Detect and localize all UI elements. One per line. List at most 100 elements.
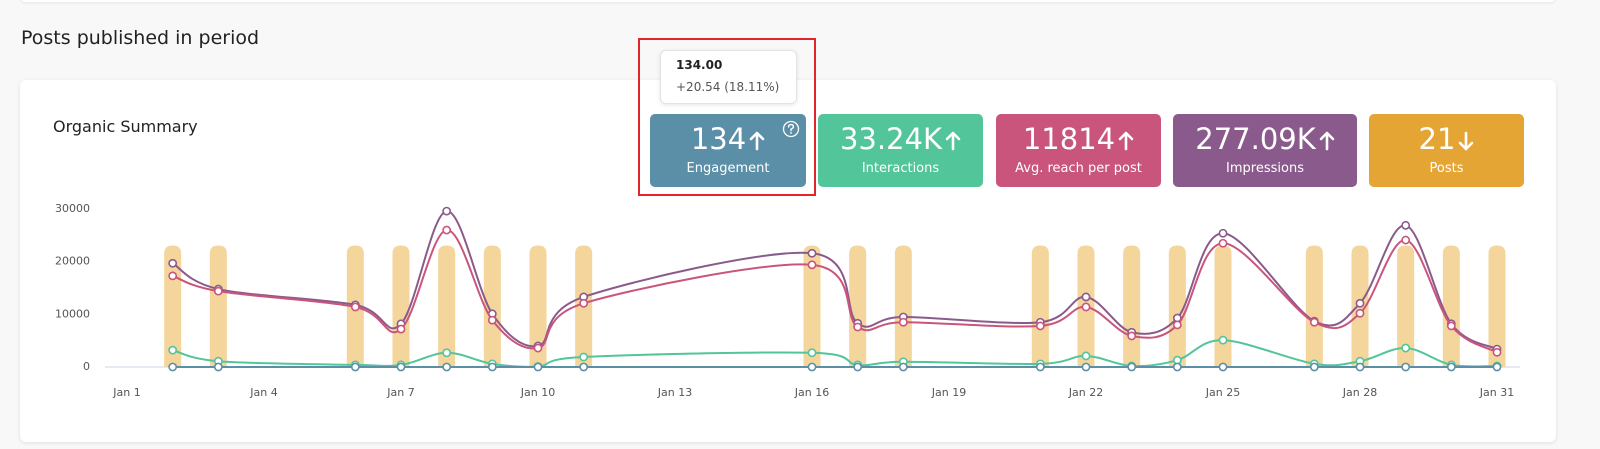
post-bar [1305, 245, 1323, 367]
arrow-shape [945, 131, 961, 151]
point-marker [1355, 308, 1365, 318]
x-tick-label: Jan 22 [1068, 386, 1103, 399]
kpi-label: Impressions [1226, 161, 1304, 176]
point-marker [1218, 362, 1228, 372]
point-marker [1401, 235, 1411, 245]
point-marker [168, 271, 178, 281]
post-bar [803, 245, 821, 367]
point-marker [1127, 331, 1137, 341]
point-marker [350, 302, 360, 312]
point-marker [807, 248, 817, 258]
trend-arrow [1459, 131, 1474, 151]
point-marker [396, 324, 406, 334]
post-bar [483, 245, 501, 367]
post-bar [1123, 245, 1141, 367]
post-bar [894, 245, 912, 367]
point-marker [1355, 362, 1365, 372]
point-marker [1309, 362, 1319, 372]
point-marker [807, 348, 817, 358]
point-marker [1401, 343, 1411, 353]
kpi-card: 33.24K Interactions [818, 114, 983, 187]
x-tick-label: Jan 31 [1479, 386, 1514, 399]
x-tick-label: Jan 16 [794, 386, 829, 399]
tooltip-change: +20.54 (18.11%) [676, 80, 780, 94]
point-marker [1172, 320, 1182, 330]
x-tick-label: Jan 10 [520, 386, 555, 399]
post-bar [392, 245, 410, 367]
point-marker [1081, 302, 1091, 312]
kpi-value: 33.24K [839, 122, 943, 156]
help-circle [782, 120, 800, 138]
kpi-value: 277.09K [1195, 122, 1316, 156]
trend-arrow [945, 131, 961, 151]
point-marker [579, 352, 589, 362]
point-marker [1309, 317, 1319, 327]
highlight-box [638, 38, 816, 196]
tooltip-value: 134.00 [676, 58, 723, 72]
y-tick-label: 30000 [55, 202, 90, 215]
point-marker [442, 362, 452, 372]
tooltip: 134.00 +20.54 (18.11%) [660, 50, 797, 104]
post-bar [1488, 245, 1506, 367]
kpi-label: Engagement [686, 161, 770, 176]
point-marker [853, 322, 863, 332]
trend-arrow [1118, 131, 1134, 151]
point-marker [1218, 238, 1228, 248]
post-bar [849, 245, 867, 367]
top-card [20, 0, 1556, 2]
point-marker [1492, 362, 1502, 372]
kpi-value: 11814 [1022, 122, 1116, 156]
post-bar [529, 245, 547, 367]
x-tick-label: Jan 7 [386, 386, 414, 399]
point-marker [1081, 351, 1091, 361]
series-line [172, 339, 1498, 368]
kpi-card: 21 Posts [1369, 114, 1524, 187]
point-marker [1446, 321, 1456, 331]
point-marker [1081, 362, 1091, 372]
post-bar [1168, 245, 1186, 367]
series-line [172, 229, 1498, 354]
kpi-value-row: 134 [650, 121, 806, 157]
arrow-shape [749, 131, 765, 151]
kpi-value-row: 21 [1369, 121, 1524, 157]
point-marker [1218, 335, 1228, 345]
point-marker [487, 362, 497, 372]
help-icon[interactable] [782, 120, 800, 138]
series-line [172, 210, 1498, 351]
point-marker [1035, 362, 1045, 372]
kpi-value-row: 277.09K [1173, 121, 1357, 157]
point-marker [1492, 347, 1502, 357]
arrow-shape [1319, 131, 1335, 151]
kpi-value: 134 [690, 122, 747, 156]
kpi-label: Posts [1429, 161, 1464, 176]
kpi-label: Interactions [861, 161, 940, 176]
x-tick-label: Jan 19 [931, 386, 966, 399]
kpi-label: Avg. reach per post [1015, 161, 1142, 176]
point-marker [533, 343, 543, 353]
point-marker [487, 315, 497, 325]
point-marker [442, 225, 452, 235]
card-title: Organic Summary [53, 117, 198, 136]
point-marker [1401, 362, 1411, 372]
kpi-card: 11814 Avg. reach per post [996, 114, 1161, 187]
point-marker [1035, 321, 1045, 331]
point-marker [579, 298, 589, 308]
y-tick-label: 0 [83, 360, 90, 373]
post-bar [209, 245, 227, 367]
kpi-card: 277.09K Impressions [1173, 114, 1357, 187]
point-marker [442, 206, 452, 216]
point-marker [168, 258, 178, 268]
post-bar [1031, 245, 1049, 367]
trend-arrow [1319, 131, 1335, 151]
point-marker [898, 362, 908, 372]
section-title: Posts published in period [21, 27, 260, 49]
kpi-value-row: 11814 [996, 121, 1161, 157]
x-tick-label: Jan 28 [1342, 386, 1377, 399]
point-marker [579, 362, 589, 372]
y-tick-label: 10000 [55, 307, 90, 320]
trend-arrow [749, 131, 765, 151]
point-marker [533, 362, 543, 372]
post-bar [438, 245, 456, 367]
